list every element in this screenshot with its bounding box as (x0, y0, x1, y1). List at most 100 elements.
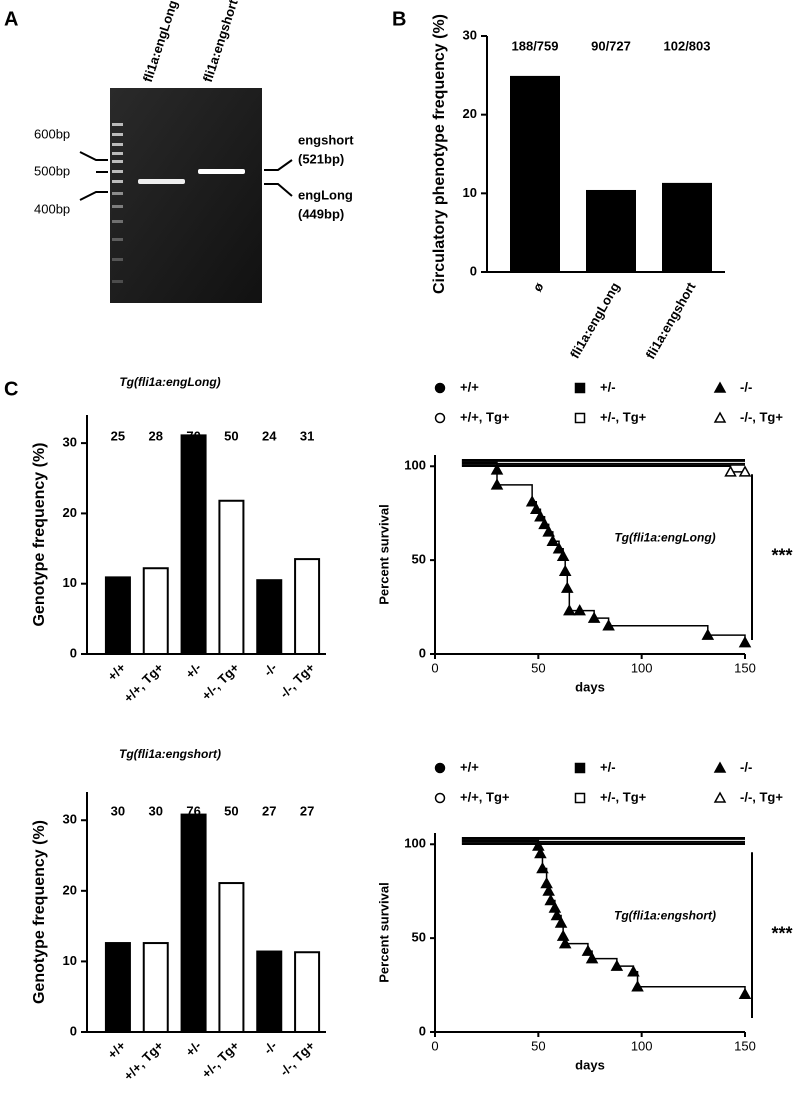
ladder (112, 123, 123, 283)
marker (701, 628, 715, 640)
y-tick-label: 10 (463, 185, 477, 200)
x-tick-label: -/- (261, 660, 280, 679)
y-axis-label: Genotype frequency (%) (31, 442, 48, 626)
x-axis-label: days (575, 679, 605, 694)
band-label: engLong (298, 187, 353, 202)
marker (574, 412, 586, 424)
marker (738, 987, 752, 1000)
band-label: (521bp) (298, 151, 344, 166)
x-tick-label: 100 (631, 1038, 653, 1053)
bar (294, 558, 321, 656)
annotation: Tg(fli1a:engshort) (614, 909, 716, 923)
bar (294, 951, 321, 1033)
bar (510, 75, 560, 274)
x-tick-label: 50 (531, 1038, 545, 1053)
bar-annotation: 50 (224, 803, 238, 818)
y-tick-label: 20 (63, 882, 77, 897)
marker (627, 965, 640, 977)
ladder-label: 400bp (34, 201, 70, 216)
y-tick-label: 10 (63, 953, 77, 968)
marker (525, 495, 539, 507)
marker (560, 581, 574, 593)
marker (574, 792, 586, 804)
marker (563, 604, 576, 616)
marker (738, 636, 752, 648)
x-tick-label: +/-, Tg+ (199, 1038, 243, 1082)
marker (434, 762, 446, 774)
bar-annotation: 27 (300, 803, 314, 818)
bar-annotation: 102/803 (664, 38, 711, 53)
marker (538, 517, 551, 530)
bar-annotation: 70 (186, 428, 200, 443)
y-tick-label: 0 (419, 645, 426, 660)
marker (610, 959, 624, 971)
x-tick-label: +/+ (105, 660, 129, 684)
bar-annotation: 25 (111, 428, 125, 443)
x-tick-label: 150 (734, 1038, 756, 1053)
x-tick-label: 100 (631, 660, 653, 675)
bar-annotation: 30 (149, 803, 163, 818)
y-tick-label: 0 (470, 263, 477, 278)
band (138, 179, 185, 184)
bar (180, 434, 207, 655)
marker (529, 502, 543, 515)
y-tick-label: 50 (412, 930, 426, 945)
marker (542, 884, 555, 896)
lane-label: fli1a:engLong (140, 0, 181, 84)
marker (540, 876, 553, 889)
x-axis-label: days (575, 1057, 605, 1072)
legend-label: +/+ (460, 379, 479, 394)
legend-label: +/+, Tg+ (460, 789, 510, 804)
bar-annotation: 27 (262, 803, 276, 818)
y-tick-label: 20 (463, 106, 477, 121)
x-tick-label: +/+, Tg+ (121, 660, 167, 706)
chart-title: Tg(fli1a:engshort) (119, 747, 221, 761)
bar (256, 950, 283, 1034)
marker (554, 916, 568, 928)
legend-label: +/+ (460, 759, 479, 774)
gel: fli1a:engLong fli1a:engshort 600bp 500bp… (34, 0, 354, 303)
x-tick-label: 0 (431, 1038, 438, 1053)
marker (581, 944, 595, 956)
x-tick-label: -/-, Tg+ (277, 660, 318, 701)
marker (556, 549, 570, 561)
x-tick-label: 150 (734, 660, 756, 675)
band-label: (449bp) (298, 206, 344, 221)
marker (587, 611, 601, 623)
y-axis-label: Percent survival (376, 882, 391, 982)
x-tick-label: ø (530, 280, 547, 294)
marker (536, 861, 549, 874)
x-tick-label: +/- (183, 660, 205, 682)
marker (490, 463, 504, 475)
annotation: Tg(fli1a:engLong) (614, 531, 715, 545)
bar (256, 579, 283, 655)
survival-line (461, 461, 746, 643)
bar (142, 942, 169, 1034)
band (198, 169, 245, 174)
legend-label: -/- (740, 379, 752, 394)
x-tick-label: -/- (261, 1038, 280, 1057)
bar-annotation: 30 (111, 803, 125, 818)
y-tick-label: 30 (463, 27, 477, 42)
bar (104, 942, 131, 1034)
x-tick-label: fli1a:engLong (567, 280, 623, 361)
y-tick-label: 100 (404, 458, 426, 473)
legend-label: -/- (740, 759, 752, 774)
y-axis-label: Genotype frequency (%) (31, 820, 48, 1004)
marker (738, 465, 752, 477)
band-label: engshort (298, 132, 354, 147)
ladder-label: 600bp (34, 126, 70, 141)
panel-label: A (4, 8, 18, 30)
panel-label: B (392, 8, 406, 30)
bar-annotation: 76 (186, 803, 200, 818)
legend-label: +/- (600, 759, 616, 774)
y-tick-label: 50 (412, 552, 426, 567)
bar (586, 189, 636, 273)
bar (218, 499, 245, 655)
marker (434, 382, 446, 394)
bar-annotation: 24 (262, 428, 277, 443)
marker (434, 412, 446, 424)
bar (218, 882, 245, 1034)
bar-annotation: 28 (149, 428, 163, 443)
